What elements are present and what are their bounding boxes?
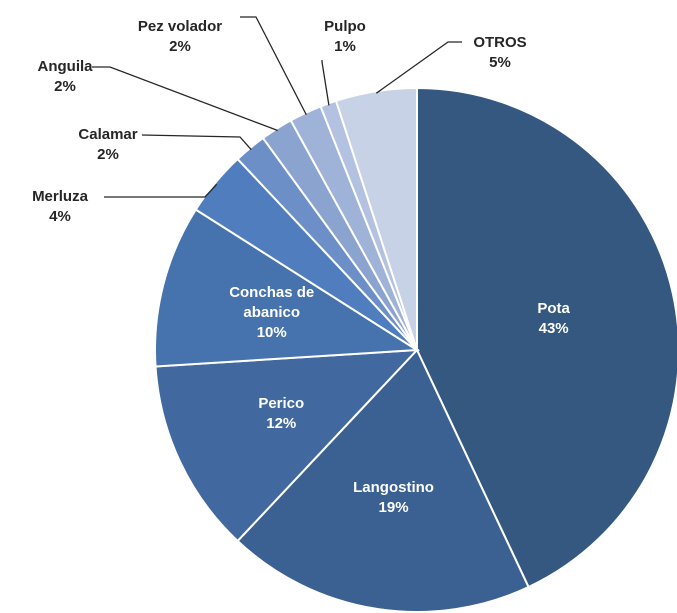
category-label: OTROS	[473, 34, 527, 51]
pie-slice	[236, 348, 530, 613]
pie-slice	[154, 208, 421, 368]
slice-label: OTROS 5%	[440, 33, 560, 73]
value-label: 2%	[169, 38, 191, 55]
slice-label: Conchas de abanico 10%	[212, 283, 332, 343]
slice-label: Pota 43%	[494, 299, 614, 339]
leader-line	[104, 183, 218, 198]
pie-slice	[154, 348, 420, 543]
value-label: 12%	[266, 414, 297, 432]
category-label: Calamar	[78, 126, 138, 143]
leader-line	[240, 16, 307, 116]
category-label: Pota	[537, 300, 570, 318]
category-label: Merluza	[32, 188, 88, 205]
category-label: Perico	[258, 394, 305, 412]
leader-line	[92, 66, 278, 132]
value-label: 19%	[378, 499, 409, 517]
leader-line	[141, 134, 252, 151]
leader-line	[375, 41, 462, 94]
slice-label: Pulpo 1%	[285, 17, 405, 57]
category-label: Pulpo	[324, 18, 366, 35]
value-label: 5%	[489, 54, 511, 71]
value-label: 10%	[256, 323, 287, 341]
slice-label: Langostino 19%	[334, 478, 454, 518]
category-label: Anguila	[37, 58, 93, 75]
category-label: Langostino	[353, 479, 434, 497]
slice-label: Anguila 2%	[5, 57, 125, 97]
leader-line	[321, 60, 330, 106]
slice-label: Calamar 2%	[48, 125, 168, 165]
value-label: 2%	[54, 78, 76, 95]
value-label: 2%	[97, 146, 119, 163]
value-label: 4%	[49, 208, 71, 225]
pie-slice	[416, 86, 677, 589]
slice-label: Merluza 4%	[0, 187, 120, 227]
slice-label: Perico 12%	[221, 394, 341, 434]
value-label: 43%	[538, 320, 569, 338]
pie-slice	[334, 86, 418, 351]
category-label: Conchas de abanico	[229, 283, 315, 321]
category-label: Pez volador	[137, 18, 223, 35]
value-label: 1%	[334, 38, 356, 55]
slice-label: Pez volador 2%	[120, 17, 240, 57]
